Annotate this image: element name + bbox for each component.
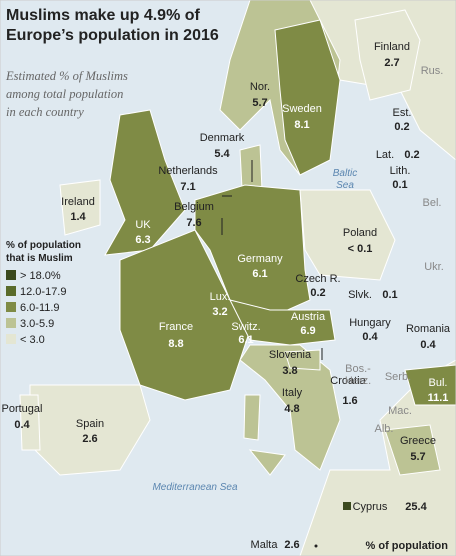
country-value: 6.3 [135,234,150,246]
country-name: Croatia [330,375,366,387]
country-value: 0.2 [404,149,419,161]
country-name: Portugal [2,403,43,415]
country-value: 6.1 [238,334,253,346]
place-label: Mac. [388,405,412,417]
country-value: 0.2 [310,287,325,299]
country-value: 8.8 [168,338,183,350]
country-name: Belgium [174,201,214,213]
country-name: Slovenia [269,349,312,361]
country-name: Slvk. [348,289,372,301]
country-name: Cyprus [353,501,388,513]
place-label: Serb. [385,371,411,383]
country-value: < 0.1 [348,243,373,255]
country-name: France [159,321,193,333]
place-label: Rus. [421,65,444,77]
country-name: Hungary [349,317,391,329]
country-name: Poland [343,227,377,239]
country-value: 2.7 [384,57,399,69]
place-label: Bel. [423,197,442,209]
country-value: 5.7 [410,451,425,463]
legend-label: > 18.0% [20,270,61,282]
country-name: Netherlands [158,165,218,177]
title: Muslims make up 4.9% of [6,7,201,24]
legend-label: 3.0-5.9 [20,318,54,330]
country-value: 1.6 [342,395,357,407]
title: Europe’s population in 2016 [6,27,219,44]
legend-swatch [6,334,16,344]
place-label: Ukr. [424,261,444,273]
country-value: 0.1 [392,179,407,191]
country-value: 3.2 [212,306,227,318]
country-value: 6.9 [300,325,315,337]
country-name: Austria [291,311,326,323]
country-value: 8.1 [294,119,309,131]
country-value: 11.1 [428,392,449,404]
country-name: Bul. [429,377,448,389]
country-value: 4.8 [284,403,299,415]
place-label: Bos.- [345,363,371,375]
country-name: Germany [237,253,283,265]
legend-swatch [6,286,16,296]
country-name: Romania [406,323,451,335]
country-name: Malta [251,539,279,551]
country-value: 0.4 [362,331,378,343]
place-label: Sea [336,180,354,191]
subtitle: Estimated % of Muslims [5,69,128,83]
country-value: 5.4 [214,148,230,160]
country-name: Switz. [231,321,260,333]
country-name: Sweden [282,103,322,115]
country-name: Est. [393,107,412,119]
land [19,0,456,556]
country-name: Italy [282,387,303,399]
place-label: Baltic [333,168,357,179]
country-value: 3.8 [282,365,297,377]
legend-title: % of population [6,240,81,251]
country-name: Denmark [200,132,245,144]
country-value: 6.1 [252,268,267,280]
legend-swatch [6,302,16,312]
country-value: 0.2 [394,121,409,133]
country-value: 7.1 [180,181,195,193]
subtitle: among total population [6,87,123,101]
country-name: Spain [76,418,104,430]
country-value: 2.6 [284,539,299,551]
country-name: Greece [400,435,436,447]
malta-dot [314,544,318,548]
cyprus-swatch [343,502,351,510]
place-label: Alb. [375,423,394,435]
country-name: Lat. [376,149,394,161]
legend-swatch [6,318,16,328]
legend-swatch [6,270,16,280]
legend-label: 12.0-17.9 [20,286,66,298]
country-name: Lith. [390,165,411,177]
place-label: Mediterranean Sea [152,482,237,493]
legend-label: 6.0-11.9 [20,302,60,314]
country-value: 25.4 [405,501,427,513]
country-value: 2.6 [82,433,97,445]
legend-label: < 3.0 [20,334,45,346]
country-name: Czech R. [295,273,340,285]
country-name: Ireland [61,196,95,208]
country-name: Finland [374,41,410,53]
country-name: Nor. [250,81,270,93]
subtitle: in each country [6,105,84,119]
country-name: Lux. [210,291,231,303]
country-value: 1.4 [70,211,86,223]
footer-note: % of population [366,540,449,552]
legend-title: that is Muslim [6,253,73,264]
country-value: 7.6 [186,217,201,229]
country-value: 0.4 [14,419,30,431]
country-value: 5.7 [252,97,267,109]
country-value: 0.4 [420,339,436,351]
country-value: 0.1 [382,289,397,301]
place-label: Herz. [345,375,371,387]
country-name: UK [135,219,151,231]
